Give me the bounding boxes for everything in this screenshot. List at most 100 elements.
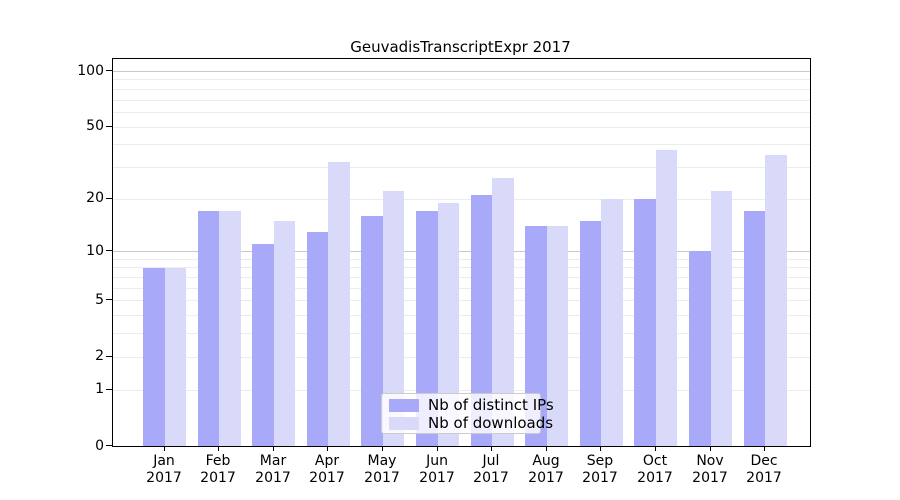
y-tick-label-5: 5: [95, 291, 104, 308]
x-tick-dec: [764, 446, 765, 451]
bar-downloads-oct: [655, 150, 678, 446]
gridline-100: [113, 71, 810, 72]
bar-distinct-ips-jan: [143, 267, 165, 446]
x-tick-oct: [655, 446, 656, 451]
gridline-50: [113, 127, 810, 128]
bar-distinct-ips-jun: [416, 211, 438, 446]
bar-downloads-jun: [437, 202, 459, 446]
x-tick-jun: [437, 446, 438, 451]
y-tick-20: [106, 198, 112, 199]
x-tick-aug: [546, 446, 547, 451]
legend-swatch-downloads: [389, 416, 419, 430]
gridline-3: [113, 333, 810, 334]
x-tick-label-aug: Aug 2017: [514, 453, 578, 487]
x-tick-year-nov: 2017: [692, 470, 728, 486]
legend-row-downloads: Nb of downloads: [389, 414, 553, 432]
gridline-5: [113, 300, 810, 301]
bar-downloads-aug: [546, 226, 569, 446]
gridline-30: [113, 167, 810, 168]
gridline-9: [113, 259, 810, 260]
x-tick-year-feb: 2017: [200, 470, 236, 486]
x-tick-label-jun: Jun 2017: [405, 453, 469, 487]
y-tick-100: [106, 70, 112, 71]
gridline-90: [113, 79, 810, 80]
legend-row-distinct-ips: Nb of distinct IPs: [389, 396, 554, 414]
bar-distinct-ips-jul: [470, 194, 493, 446]
bar-downloads-mar: [273, 220, 296, 446]
gridline-20: [113, 199, 810, 200]
x-tick-year-jul: 2017: [473, 470, 509, 486]
gridline-2: [113, 357, 810, 358]
x-tick-label-apr: Apr 2017: [295, 453, 359, 487]
x-tick-nov: [710, 446, 711, 451]
bar-distinct-ips-dec: [743, 211, 766, 446]
y-tick-1: [106, 389, 112, 390]
bar-downloads-sep: [601, 198, 623, 446]
x-tick-year-dec: 2017: [746, 470, 782, 486]
chart-title: GeuvadisTranscriptExpr 2017: [350, 38, 571, 56]
legend-swatch-distinct-ips: [389, 398, 419, 412]
x-tick-year-jun: 2017: [419, 470, 455, 486]
bar-downloads-apr: [328, 161, 350, 446]
x-tick-feb: [218, 446, 219, 451]
bar-downloads-jan: [164, 267, 186, 446]
gridline-4: [113, 315, 810, 316]
gridline-70: [113, 100, 810, 101]
x-tick-label-mar: Mar 2017: [241, 453, 305, 487]
x-tick-label-jul: Jul 2017: [459, 453, 523, 487]
y-tick-label-20: 20: [86, 190, 104, 207]
x-tick-mar: [273, 446, 274, 451]
x-tick-jan: [164, 446, 165, 451]
gridline-1: [113, 390, 810, 391]
bar-downloads-feb: [219, 211, 241, 446]
legend-label-downloads: Nb of downloads: [428, 414, 554, 432]
gridline-6: [113, 288, 810, 289]
bar-distinct-ips-aug: [525, 226, 547, 446]
bar-downloads-jul: [492, 178, 514, 446]
plot-area: [112, 58, 811, 447]
legend-label-distinct-ips: Nb of distinct IPs: [428, 396, 554, 414]
y-tick-label-10: 10: [86, 242, 104, 259]
bar-distinct-ips-apr: [306, 231, 329, 446]
x-tick-year-aug: 2017: [528, 470, 564, 486]
gridline-7: [113, 277, 810, 278]
y-tick-0: [106, 445, 112, 446]
y-tick-label-1: 1: [95, 381, 104, 398]
x-tick-may: [382, 446, 383, 451]
y-tick-label-50: 50: [86, 118, 104, 135]
x-tick-jul: [491, 446, 492, 451]
bar-distinct-ips-sep: [579, 220, 602, 446]
x-tick-apr: [327, 446, 328, 451]
x-tick-label-may: May 2017: [350, 453, 414, 487]
bar-distinct-ips-oct: [634, 198, 656, 446]
x-tick-label-feb: Feb 2017: [186, 453, 250, 487]
gridline-8: [113, 267, 810, 268]
legend: Nb of distinct IPs Nb of downloads: [381, 393, 554, 434]
bar-distinct-ips-nov: [689, 251, 711, 446]
bar-distinct-ips-may: [361, 215, 383, 446]
x-tick-year-jan: 2017: [146, 470, 182, 486]
bar-downloads-dec: [765, 154, 787, 446]
x-tick-year-sep: 2017: [582, 470, 618, 486]
x-tick-year-apr: 2017: [309, 470, 345, 486]
bar-downloads-may: [382, 191, 405, 446]
y-tick-label-0: 0: [95, 437, 104, 454]
x-tick-label-jan: Jan 2017: [132, 453, 196, 487]
bar-distinct-ips-mar: [252, 244, 274, 446]
x-tick-label-oct: Oct 2017: [623, 453, 687, 487]
bar-downloads-nov: [710, 191, 732, 446]
y-tick-50: [106, 126, 112, 127]
y-tick-label-2: 2: [95, 348, 104, 365]
x-tick-year-mar: 2017: [255, 470, 291, 486]
x-tick-sep: [600, 446, 601, 451]
gridline-40: [113, 144, 810, 145]
x-tick-label-nov: Nov 2017: [678, 453, 742, 487]
y-tick-5: [106, 299, 112, 300]
gridline-10: [113, 251, 810, 252]
x-tick-year-may: 2017: [364, 470, 400, 486]
y-tick-2: [106, 356, 112, 357]
y-tick-10: [106, 250, 112, 251]
x-tick-year-oct: 2017: [637, 470, 673, 486]
y-tick-label-100: 100: [77, 62, 104, 79]
